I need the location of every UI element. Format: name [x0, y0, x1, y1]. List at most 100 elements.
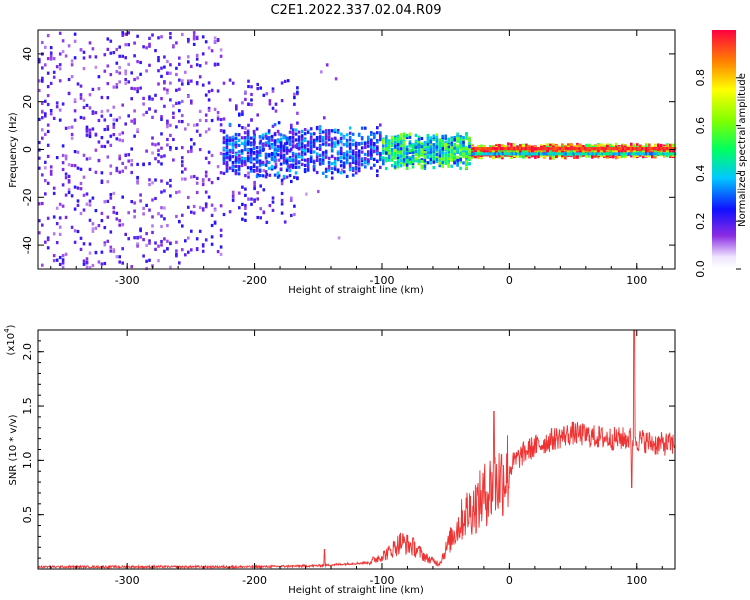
- spectrogram-cell: [601, 147, 604, 151]
- spectrogram-cell: [190, 138, 193, 142]
- spectrogram-cell: [255, 146, 259, 150]
- spectrogram-cell: [330, 139, 334, 143]
- spectrogram-cell: [327, 129, 331, 133]
- spectrogram-cell: [291, 144, 295, 148]
- spectrogram-cell: [294, 171, 298, 175]
- spectrogram-cell: [576, 154, 579, 158]
- spectrogram-cell: [668, 152, 671, 156]
- spectrogram-cell: [231, 161, 235, 165]
- spectrogram-cell: [540, 147, 543, 151]
- spectrogram-cell: [195, 237, 199, 241]
- spectrogram-cell: [160, 179, 163, 183]
- spectrogram-cell: [420, 150, 424, 154]
- spectrogram-cell: [255, 154, 259, 158]
- spectrogram-cell: [666, 150, 669, 154]
- spectrogram-cell: [46, 34, 50, 38]
- spectrogram-cell: [411, 156, 415, 160]
- spectrogram-cell: [327, 138, 331, 142]
- spectrogram-cell: [393, 165, 397, 169]
- snr-y-label: SNR (10 * v/v): [8, 414, 19, 485]
- spectrogram-cell: [621, 144, 624, 148]
- spectrogram-cell: [44, 99, 47, 103]
- spectrogram-cell: [67, 190, 71, 195]
- spectrogram-cell: [382, 156, 385, 160]
- spectrogram-cell: [669, 147, 673, 151]
- spectrogram-cell: [100, 95, 104, 100]
- spectrogram-cell: [73, 39, 77, 43]
- spectrogram-cell: [552, 156, 555, 160]
- spectrogram-cell: [444, 142, 447, 146]
- spectrogram-cell: [441, 143, 444, 147]
- spectrogram-cell: [549, 143, 552, 147]
- spectrogram-cell: [204, 202, 208, 206]
- spectrogram-cell: [166, 91, 169, 95]
- spectrogram-cell: [190, 99, 193, 103]
- spectrogram-cell: [103, 118, 107, 122]
- spectrogram-cell: [492, 152, 495, 156]
- spectrogram-cell: [210, 213, 214, 217]
- spectrogram-cell: [145, 110, 148, 114]
- spectrogram-cell: [225, 142, 229, 146]
- spectrogram-cell: [357, 149, 361, 153]
- spectrogram-cell: [240, 149, 244, 153]
- spectrogram-cell: [235, 107, 238, 111]
- spectrogram-cell: [348, 150, 352, 154]
- spectrogram-cell: [618, 154, 621, 158]
- spectrogram-cell: [225, 163, 229, 167]
- spectrogram-cell: [243, 131, 247, 135]
- spectrogram-cell: [124, 43, 127, 47]
- spectrogram-cell: [478, 147, 482, 151]
- spectrogram-cell: [175, 190, 178, 195]
- spectrogram-cell: [501, 156, 504, 160]
- spectrogram-cell: [450, 164, 453, 168]
- spectrogram-cell: [303, 128, 307, 132]
- spectrogram-cell: [641, 147, 644, 151]
- spectrogram-cell: [396, 147, 400, 151]
- spectrogram-cell: [190, 175, 193, 179]
- spectrogram-cell: [133, 54, 136, 58]
- spectrogram-cell: [367, 136, 370, 140]
- spectrogram-cell: [213, 107, 217, 111]
- spectrogram-cell: [402, 132, 406, 136]
- spectrogram-cell: [450, 146, 453, 150]
- spectrogram-cell: [465, 133, 468, 137]
- spectrogram-cell: [438, 157, 442, 161]
- spectrogram-cell: [475, 152, 478, 156]
- spectrogram-cell: [267, 136, 271, 140]
- spectrogram-cell: [198, 229, 202, 233]
- spectrogram-cell: [435, 157, 439, 162]
- spectrogram-cell: [387, 158, 391, 162]
- spectrogram-cell: [136, 76, 139, 80]
- spectrogram-cell: [73, 118, 77, 122]
- spectrogram-cell: [268, 173, 272, 177]
- spectrogram-cell: [414, 149, 418, 154]
- spectrogram-cell: [294, 165, 298, 169]
- spectrogram-cell: [351, 139, 355, 143]
- spectrogram-cell: [201, 179, 205, 183]
- spectrogram-cell: [654, 150, 657, 154]
- spectrogram-cell: [85, 192, 89, 196]
- spectrogram-cell: [190, 64, 193, 68]
- spectrogram-cell: [303, 146, 307, 150]
- spectrogram-cell: [572, 152, 575, 156]
- spectrogram-cell: [534, 152, 537, 156]
- spectrogram-cell: [204, 156, 208, 160]
- spectrogram-cell: [103, 127, 107, 132]
- spectrogram-cell: [532, 147, 535, 151]
- spectrogram-cell: [417, 140, 421, 144]
- spectrogram-cell: [379, 131, 382, 135]
- spectrogram-cell: [564, 154, 567, 158]
- spectrogram-cell: [402, 141, 406, 145]
- spectrogram-cell: [109, 193, 113, 197]
- spectrogram-cell: [294, 162, 298, 166]
- spectrogram-cell: [367, 150, 370, 154]
- spectrogram-cell: [438, 151, 442, 155]
- spectrogram-cell: [49, 54, 53, 58]
- spectrogram-cell: [175, 249, 178, 253]
- spectrogram-cell: [387, 144, 391, 148]
- spectrogram-cell: [148, 258, 151, 262]
- spectrogram-cell: [70, 194, 74, 198]
- spectrogram-cell: [339, 148, 343, 152]
- spectrogram-cell: [273, 147, 277, 151]
- spectrogram-cell: [312, 141, 316, 145]
